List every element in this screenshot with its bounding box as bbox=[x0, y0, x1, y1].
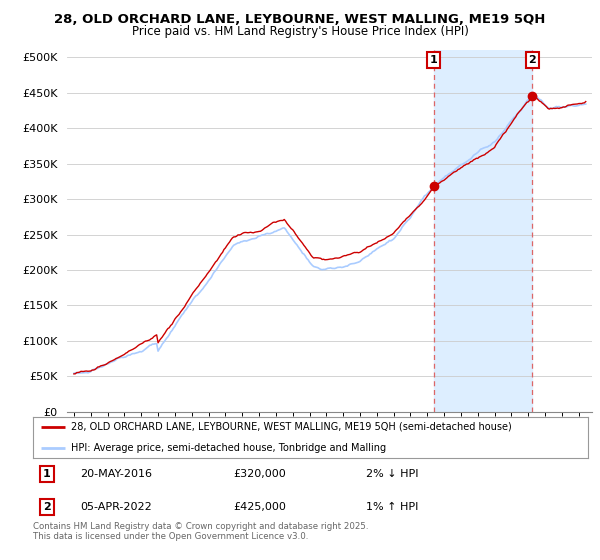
Bar bbox=[434, 50, 532, 412]
Text: 2% ↓ HPI: 2% ↓ HPI bbox=[366, 469, 419, 479]
Text: 1: 1 bbox=[43, 469, 51, 479]
Text: 28, OLD ORCHARD LANE, LEYBOURNE, WEST MALLING, ME19 5QH (semi-detached house): 28, OLD ORCHARD LANE, LEYBOURNE, WEST MA… bbox=[71, 422, 511, 432]
Text: 05-APR-2022: 05-APR-2022 bbox=[80, 502, 152, 512]
Text: Price paid vs. HM Land Registry's House Price Index (HPI): Price paid vs. HM Land Registry's House … bbox=[131, 25, 469, 38]
Text: 2: 2 bbox=[529, 55, 536, 65]
Text: 1: 1 bbox=[430, 55, 437, 65]
Text: £320,000: £320,000 bbox=[233, 469, 286, 479]
Text: 2: 2 bbox=[43, 502, 51, 512]
Text: £425,000: £425,000 bbox=[233, 502, 286, 512]
Text: 1% ↑ HPI: 1% ↑ HPI bbox=[366, 502, 418, 512]
Text: Contains HM Land Registry data © Crown copyright and database right 2025.
This d: Contains HM Land Registry data © Crown c… bbox=[33, 522, 368, 542]
Text: 28, OLD ORCHARD LANE, LEYBOURNE, WEST MALLING, ME19 5QH: 28, OLD ORCHARD LANE, LEYBOURNE, WEST MA… bbox=[55, 13, 545, 26]
Text: HPI: Average price, semi-detached house, Tonbridge and Malling: HPI: Average price, semi-detached house,… bbox=[71, 443, 386, 453]
Text: 20-MAY-2016: 20-MAY-2016 bbox=[80, 469, 152, 479]
